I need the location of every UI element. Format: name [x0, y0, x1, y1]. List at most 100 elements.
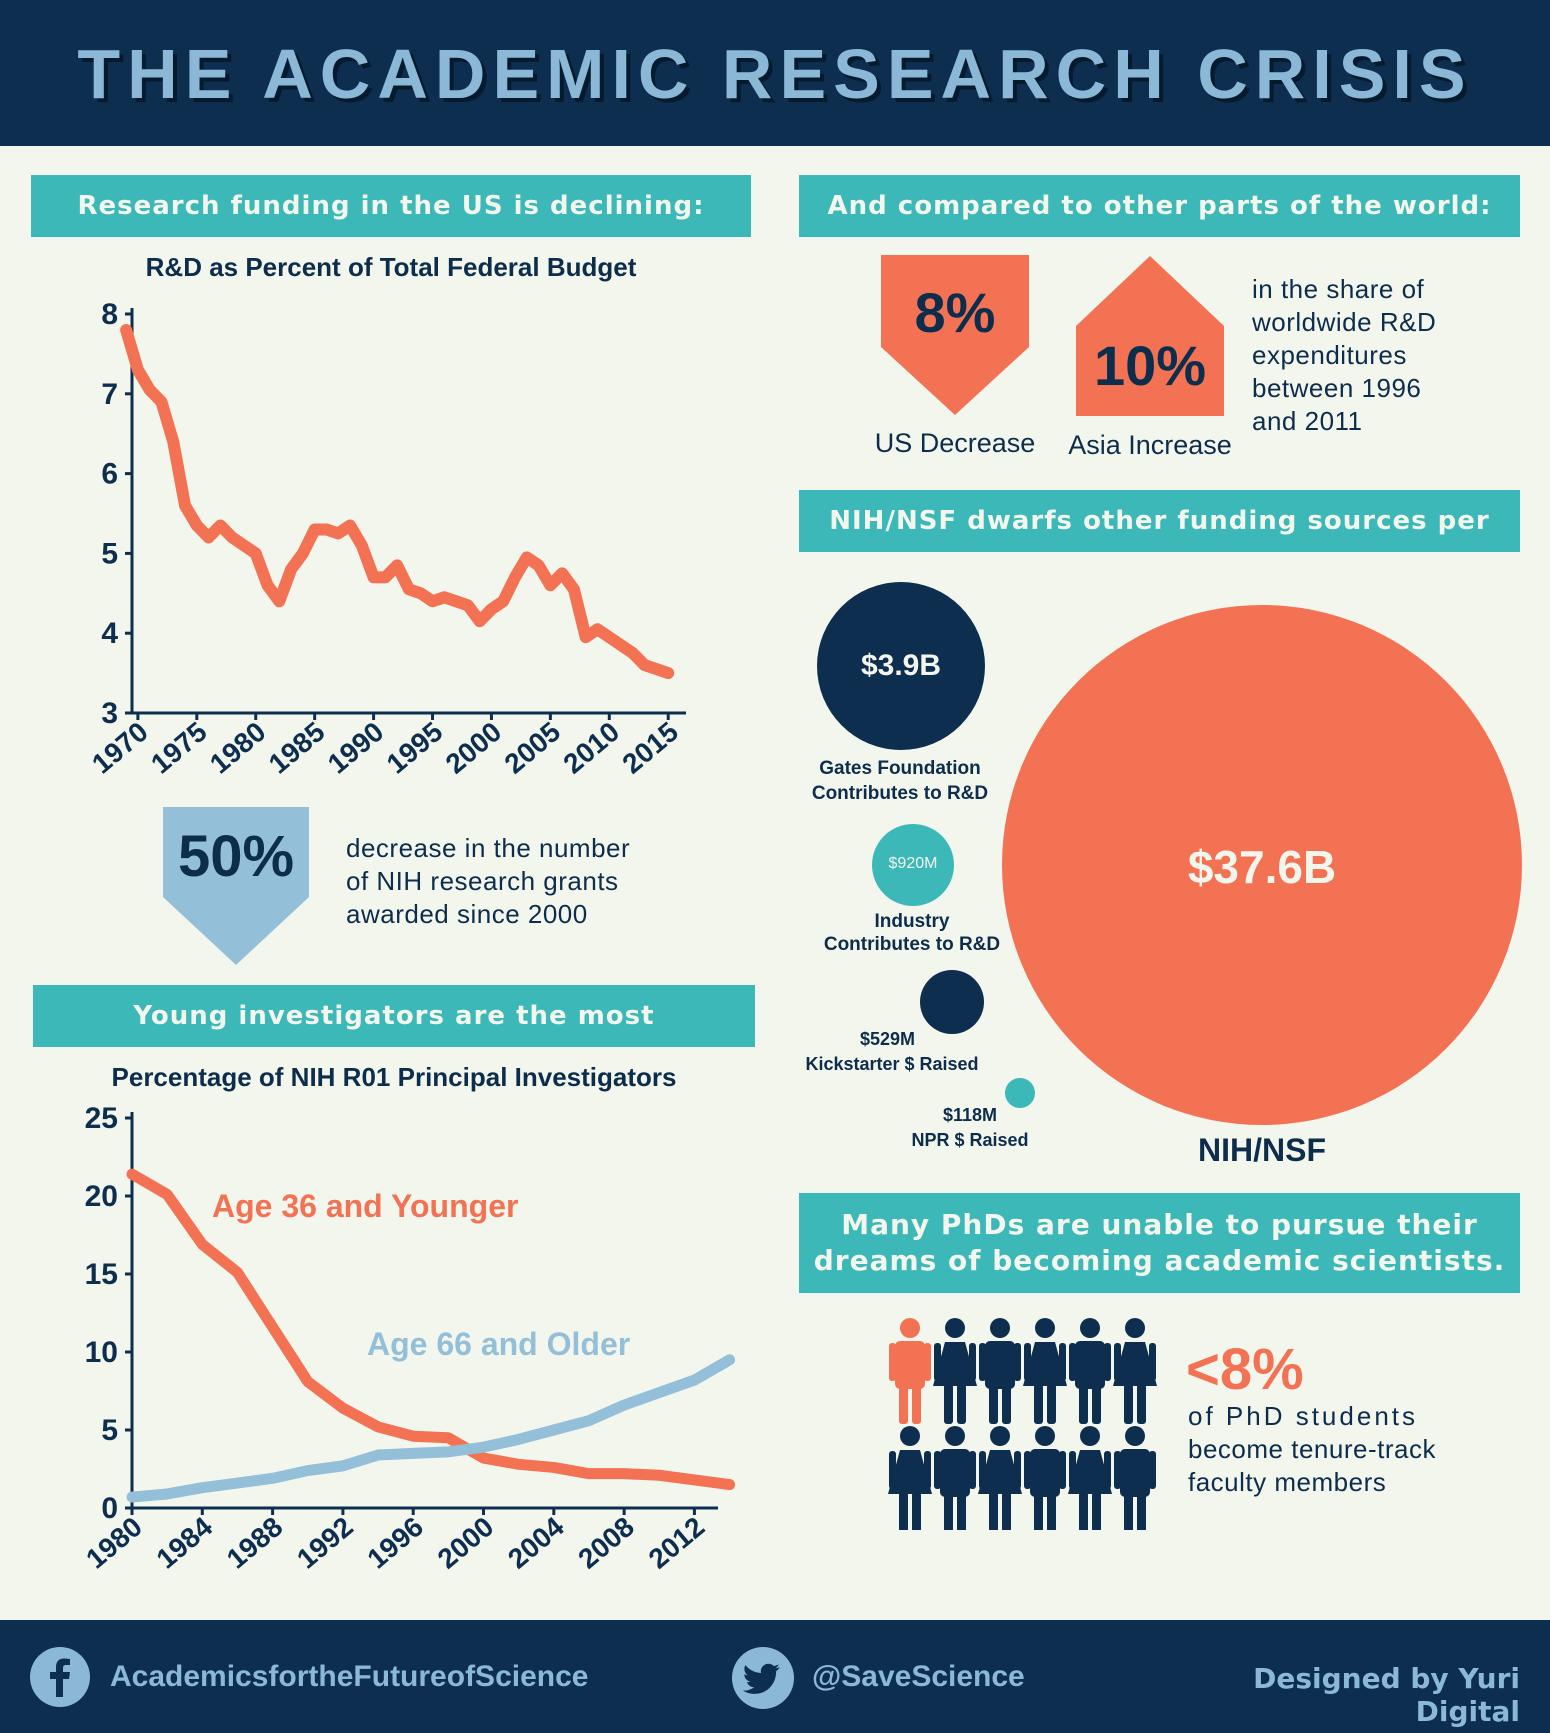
- x-tick-label: 2000: [440, 716, 508, 780]
- y-tick-label: 5: [101, 537, 118, 570]
- person-icon: [979, 1318, 1021, 1424]
- gates-label-line: Gates Foundation: [819, 758, 981, 779]
- world-desc-line: expenditures: [1252, 340, 1407, 370]
- person-icon: [1024, 1426, 1066, 1530]
- phd-banner-line: Many PhDs are unable to pursue their: [841, 1208, 1478, 1241]
- x-tick-label: 1996: [361, 1511, 429, 1575]
- x-tick-label: 2000: [432, 1511, 500, 1575]
- series-line-age-66-and-older: [126, 1354, 736, 1503]
- asia-increase-label: Asia Increase: [1068, 430, 1232, 460]
- nih-grants-line: of NIH research grants: [346, 866, 619, 896]
- x-tick-label: 2015: [616, 716, 684, 780]
- y-tick-label: 10: [85, 1336, 118, 1369]
- y-tick-label: 25: [85, 1102, 118, 1135]
- industry-label: Industry Contributes to R&D: [792, 910, 1032, 956]
- nih-grants-value: 50%: [177, 824, 295, 889]
- person-icon: [1069, 1318, 1111, 1424]
- person-icon: [978, 1426, 1022, 1530]
- us-decrease-label: US Decrease: [874, 428, 1036, 458]
- person-icon: [888, 1426, 932, 1530]
- young-investigators-banner: Young investigators are the most underfu…: [33, 985, 755, 1093]
- person-icon: [1023, 1318, 1067, 1424]
- industry-value: $920M: [888, 855, 938, 872]
- phd-description: of PhD students become tenure-track facu…: [1188, 1400, 1518, 1499]
- world-desc-line: between 1996: [1252, 373, 1422, 403]
- phd-value: <8%: [1186, 1337, 1304, 1402]
- asia-increase-shape: [1076, 256, 1224, 416]
- world-banner: And compared to other parts of the world…: [799, 175, 1520, 237]
- rd-percent-line-chart: 3456781970197519801985199019952000200520…: [86, 298, 686, 780]
- nih-grants-line: awarded since 2000: [346, 899, 588, 929]
- person-icon: [1068, 1426, 1112, 1530]
- y-tick-label: 7: [101, 378, 118, 411]
- phd-desc-line: faculty members: [1188, 1467, 1387, 1497]
- x-tick-label: 1970: [86, 716, 154, 780]
- world-description: in the share of worldwide R&D expenditur…: [1252, 273, 1512, 438]
- x-tick-label: 2010: [557, 716, 625, 780]
- kickstarter-bubble: [920, 970, 984, 1034]
- gates-label: Gates Foundation Contributes to R&D: [780, 756, 1020, 806]
- y-tick-label: 8: [101, 298, 118, 331]
- x-tick-label: 1980: [204, 716, 272, 780]
- twitter-link[interactable]: @SaveScience: [812, 1660, 1025, 1693]
- nih-grants-description: decrease in the number of NIH research g…: [346, 832, 706, 931]
- x-tick-label: 1992: [291, 1511, 359, 1575]
- x-tick-label: 2004: [502, 1511, 570, 1575]
- gates-label-line: Contributes to R&D: [811, 783, 989, 804]
- npr-label: $118M NPR $ Raised: [890, 1103, 1050, 1153]
- nih-nsf-value: $37.6B: [1187, 841, 1337, 893]
- nih-nsf-label: NIH/NSF: [1198, 1132, 1326, 1168]
- phd-desc-line: of PhD students: [1188, 1401, 1418, 1431]
- npr-bubble: [1005, 1078, 1035, 1108]
- asia-increase-value: 10%: [1093, 334, 1207, 397]
- y-tick-label: 6: [101, 458, 118, 491]
- r01-chart-title: Percentage of NIH R01 Principal Investig…: [111, 1062, 677, 1092]
- us-decrease-value: 8%: [914, 281, 996, 344]
- decrease-arrow-shape: [163, 807, 309, 965]
- y-tick-label: 20: [85, 1180, 118, 1213]
- nih-grants-line: decrease in the number: [346, 833, 631, 863]
- world-desc-line: and 2011: [1252, 406, 1363, 436]
- x-tick-label: 2005: [499, 716, 567, 780]
- phd-banner-line: dreams of becoming academic scientists.: [813, 1244, 1506, 1277]
- npr-label-line: NPR $ Raised: [911, 1130, 1029, 1150]
- x-tick-label: 1995: [381, 716, 449, 780]
- phd-banner: Many PhDs are unable to pursue their dre…: [799, 1193, 1520, 1293]
- kickstarter-label-line: Kickstarter $ Raised: [805, 1054, 979, 1074]
- person-icon: [1114, 1426, 1156, 1530]
- x-tick-label: 2008: [572, 1511, 640, 1575]
- industry-label-line: Contributes to R&D: [823, 934, 1001, 955]
- twitter-icon[interactable]: [732, 1647, 794, 1709]
- us-decrease-shape: [881, 255, 1029, 415]
- y-tick-label: 5: [101, 1414, 118, 1447]
- gates-bubble: [817, 582, 985, 750]
- kickstarter-label: $529M Kickstarter $ Raised: [772, 1027, 1012, 1077]
- x-tick-label: 2012: [643, 1511, 711, 1575]
- phd-people-grid: [888, 1318, 1157, 1530]
- facebook-icon[interactable]: [30, 1647, 90, 1707]
- y-tick-label: 3: [101, 697, 118, 730]
- series-label: Age 66 and Older: [367, 1326, 630, 1362]
- rd-chart-title: R&D as Percent of Total Federal Budget: [145, 252, 637, 282]
- funding-banner: Research funding in the US is declining:: [31, 175, 751, 237]
- y-tick-label: 0: [101, 1492, 118, 1525]
- person-icon: [934, 1426, 976, 1530]
- x-tick-label: 1975: [145, 716, 213, 780]
- person-icon: [933, 1318, 977, 1424]
- nih-nsf-bubble: [1002, 605, 1522, 1125]
- industry-label-line: Industry: [874, 911, 950, 932]
- world-desc-line: in the share of: [1252, 274, 1425, 304]
- phd-desc-line: become tenure-track: [1188, 1434, 1436, 1464]
- x-tick-label: 1988: [221, 1511, 289, 1575]
- facebook-link[interactable]: AcademicsfortheFutureofScience: [110, 1660, 589, 1693]
- designer-credit: Designed by Yuri Digital: [1253, 1662, 1520, 1728]
- y-tick-label: 4: [101, 617, 118, 650]
- kickstarter-value: $529M: [860, 1029, 916, 1049]
- series-line-age-36-and-younger: [126, 1168, 736, 1491]
- series-label: Age 36 and Younger: [212, 1188, 518, 1224]
- person-icon: [889, 1318, 931, 1424]
- industry-bubble: [872, 824, 954, 906]
- series-line-r-d-: [120, 323, 675, 680]
- header-bar: [0, 0, 1550, 146]
